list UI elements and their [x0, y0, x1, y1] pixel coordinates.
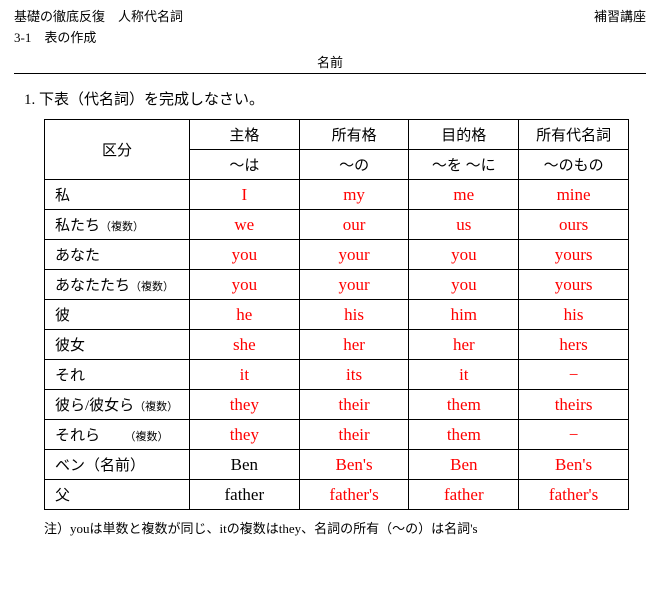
pronoun-cell: them — [409, 420, 519, 450]
row-label: あなた — [45, 240, 190, 270]
row-label: ベン（名前） — [45, 450, 190, 480]
pronoun-cell: me — [409, 180, 519, 210]
header-subtitle: 3-1 表の作成 — [14, 27, 646, 46]
pronoun-cell: their — [299, 420, 409, 450]
table-row: あなたyouyouryouyours — [45, 240, 629, 270]
pronoun-cell: I — [189, 180, 299, 210]
header-row: 基礎の徹底反復 人称代名詞 補習講座 — [14, 8, 646, 26]
pronoun-cell: Ben — [409, 450, 519, 480]
table-row: それら （複数）theytheirthem− — [45, 420, 629, 450]
pronoun-cell: you — [409, 270, 519, 300]
pronoun-cell: they — [189, 390, 299, 420]
category-header: 区分 — [45, 120, 190, 180]
table-row: 父fatherfather'sfatherfather's — [45, 480, 629, 510]
pronoun-cell: Ben's — [519, 450, 629, 480]
pronoun-cell: yours — [519, 270, 629, 300]
pronoun-cell: their — [299, 390, 409, 420]
row-label: 彼ら/彼女ら（複数） — [45, 390, 190, 420]
pronoun-cell: your — [299, 270, 409, 300]
pronoun-cell: hers — [519, 330, 629, 360]
instruction: 1. 下表（代名詞）を完成しなさい。 — [24, 88, 646, 109]
pronoun-cell: − — [519, 360, 629, 390]
row-label: あなたたち（複数） — [45, 270, 190, 300]
row-label: 私 — [45, 180, 190, 210]
column-header-bottom: 〜の — [299, 150, 409, 180]
pronoun-cell: you — [409, 240, 519, 270]
footnote: 注）youは単数と複数が同じ、itの複数はthey、名詞の所有（〜の）は名詞's — [44, 518, 646, 537]
row-label: それら （複数） — [45, 420, 190, 450]
pronoun-cell: my — [299, 180, 409, 210]
pronoun-cell: its — [299, 360, 409, 390]
row-label: 私たち（複数） — [45, 210, 190, 240]
pronoun-cell: your — [299, 240, 409, 270]
table-row: 彼hehishimhis — [45, 300, 629, 330]
pronoun-cell: her — [299, 330, 409, 360]
header-title-left: 基礎の徹底反復 人称代名詞 — [14, 8, 183, 26]
pronoun-cell: theirs — [519, 390, 629, 420]
pronoun-cell: him — [409, 300, 519, 330]
column-header-bottom: 〜を 〜に — [409, 150, 519, 180]
pronoun-cell: his — [299, 300, 409, 330]
pronoun-cell: it — [409, 360, 519, 390]
column-header-top: 主格 — [189, 120, 299, 150]
table-row: ベン（名前）BenBen'sBenBen's — [45, 450, 629, 480]
column-header-bottom: 〜のもの — [519, 150, 629, 180]
pronoun-cell: we — [189, 210, 299, 240]
column-header-top: 目的格 — [409, 120, 519, 150]
table-row: 私Imymemine — [45, 180, 629, 210]
pronoun-cell: father's — [299, 480, 409, 510]
pronoun-cell: father's — [519, 480, 629, 510]
pronoun-cell: she — [189, 330, 299, 360]
pronoun-cell: Ben — [189, 450, 299, 480]
pronoun-cell: his — [519, 300, 629, 330]
row-label: 彼 — [45, 300, 190, 330]
table-row: 私たち（複数）weourusours — [45, 210, 629, 240]
header-title-right: 補習講座 — [594, 8, 646, 26]
pronoun-cell: us — [409, 210, 519, 240]
table-row: 彼ら/彼女ら（複数）theytheirthemtheirs — [45, 390, 629, 420]
pronoun-cell: her — [409, 330, 519, 360]
pronoun-cell: you — [189, 270, 299, 300]
column-header-bottom: 〜は — [189, 150, 299, 180]
table-row: あなたたち（複数）youyouryouyours — [45, 270, 629, 300]
pronoun-cell: father — [409, 480, 519, 510]
pronoun-table: 区分主格所有格目的格所有代名詞〜は〜の〜を 〜に〜のもの私Imymemine私た… — [44, 119, 629, 510]
pronoun-cell: he — [189, 300, 299, 330]
name-label: 名前 — [14, 52, 646, 74]
pronoun-cell: they — [189, 420, 299, 450]
table-row: 彼女sheherherhers — [45, 330, 629, 360]
pronoun-cell: them — [409, 390, 519, 420]
column-header-top: 所有代名詞 — [519, 120, 629, 150]
column-header-top: 所有格 — [299, 120, 409, 150]
pronoun-cell: Ben's — [299, 450, 409, 480]
pronoun-cell: it — [189, 360, 299, 390]
pronoun-cell: mine — [519, 180, 629, 210]
row-label: 父 — [45, 480, 190, 510]
pronoun-cell: ours — [519, 210, 629, 240]
pronoun-cell: father — [189, 480, 299, 510]
pronoun-cell: yours — [519, 240, 629, 270]
pronoun-cell: our — [299, 210, 409, 240]
row-label: 彼女 — [45, 330, 190, 360]
pronoun-cell: − — [519, 420, 629, 450]
pronoun-cell: you — [189, 240, 299, 270]
table-row: それititsit− — [45, 360, 629, 390]
row-label: それ — [45, 360, 190, 390]
